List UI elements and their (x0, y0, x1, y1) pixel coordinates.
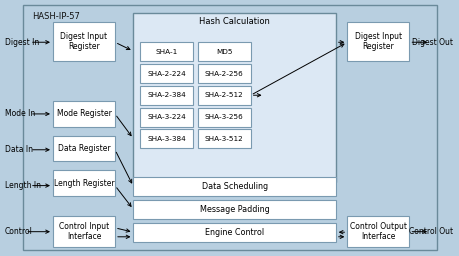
Bar (140, 86, 193, 105)
Bar (197, 86, 250, 105)
Text: SHA-3-256: SHA-3-256 (204, 114, 243, 120)
Text: SHA-2-384: SHA-2-384 (147, 92, 186, 98)
Text: Digest Input
Register: Digest Input Register (60, 32, 107, 51)
Bar (133, 177, 335, 196)
Text: Data Register: Data Register (57, 144, 110, 153)
Text: Data Scheduling: Data Scheduling (201, 182, 267, 191)
Bar (347, 22, 409, 61)
Text: Digest In: Digest In (5, 38, 39, 47)
Text: MD5: MD5 (216, 49, 232, 55)
Text: SHA-2-224: SHA-2-224 (147, 71, 186, 77)
Text: Mode Register: Mode Register (56, 109, 111, 119)
Text: Length In: Length In (5, 181, 40, 190)
Text: Engine Control: Engine Control (205, 228, 263, 237)
Text: Data In: Data In (5, 145, 33, 154)
Bar (347, 216, 409, 247)
Bar (197, 42, 250, 61)
Bar (53, 22, 115, 61)
Bar (133, 13, 335, 182)
Bar (140, 42, 193, 61)
Bar (197, 64, 250, 83)
Text: Hash Calculation: Hash Calculation (199, 17, 269, 26)
Text: Control Output
Interface: Control Output Interface (349, 222, 406, 241)
Text: SHA-3-512: SHA-3-512 (204, 136, 243, 142)
Text: SHA-2-512: SHA-2-512 (204, 92, 243, 98)
Text: Control Input
Interface: Control Input Interface (59, 222, 109, 241)
Text: Digest Out: Digest Out (411, 38, 452, 47)
Bar (140, 108, 193, 127)
Text: SHA-3-224: SHA-3-224 (147, 114, 186, 120)
Text: Control: Control (5, 227, 33, 236)
Bar (197, 129, 250, 148)
Bar (53, 136, 115, 161)
Bar (53, 216, 115, 247)
Text: SHA-1: SHA-1 (155, 49, 178, 55)
Text: Digest Input
Register: Digest Input Register (354, 32, 401, 51)
Bar (140, 64, 193, 83)
Text: Length Register: Length Register (54, 178, 114, 188)
Text: HASH-IP-57: HASH-IP-57 (32, 12, 80, 20)
Text: Control Out: Control Out (408, 227, 452, 236)
Text: Message Padding: Message Padding (199, 205, 269, 214)
Text: SHA-3-384: SHA-3-384 (147, 136, 186, 142)
Bar (133, 200, 335, 219)
Bar (133, 223, 335, 242)
Bar (53, 170, 115, 196)
Bar (53, 101, 115, 127)
Bar (140, 129, 193, 148)
Bar (197, 108, 250, 127)
Text: Mode In: Mode In (5, 109, 35, 119)
Text: SHA-2-256: SHA-2-256 (204, 71, 243, 77)
